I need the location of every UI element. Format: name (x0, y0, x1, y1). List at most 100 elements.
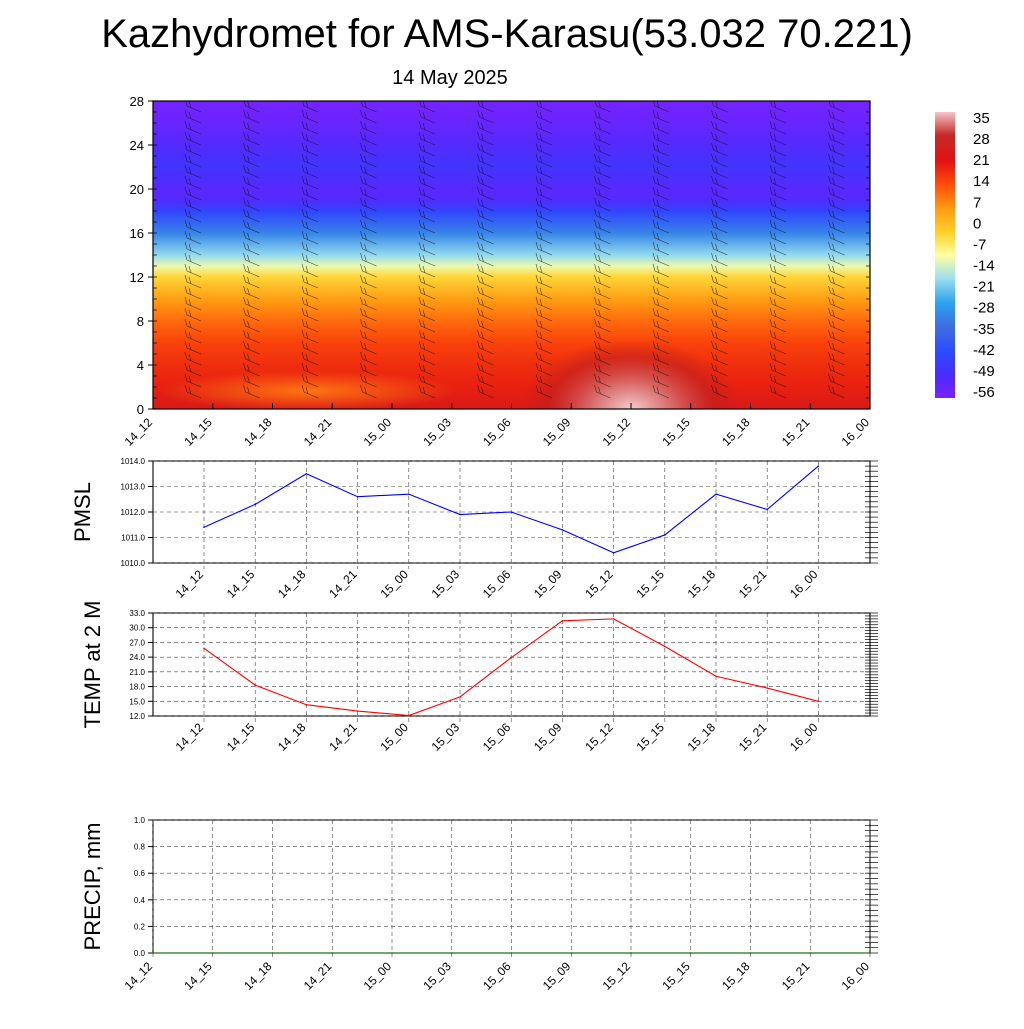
x-tick-label: 15_18 (685, 567, 719, 601)
wind-barb (418, 340, 436, 355)
y-tick-label: 0.6 (134, 869, 146, 878)
wind-barb (535, 120, 553, 135)
wind-barb (594, 362, 611, 377)
wind-barb (652, 362, 670, 377)
colorbar-label: 14 (973, 173, 990, 190)
wind-barb (184, 274, 202, 289)
wind-barb (769, 131, 787, 146)
wind-barb (828, 351, 845, 366)
wind-barb (828, 362, 845, 377)
wind-barb (769, 329, 787, 344)
wind-barb (360, 186, 377, 201)
wind-barb (301, 384, 319, 399)
wind-barb (243, 384, 260, 399)
wind-barb (769, 120, 787, 135)
wind-barb (360, 318, 377, 333)
wind-barb (652, 318, 670, 333)
low-level-orange-band (158, 371, 459, 409)
wind-barb (828, 241, 845, 256)
wind-barb (360, 252, 377, 267)
wind-barb (243, 120, 260, 135)
wind-barb (594, 101, 611, 113)
wind-barb (652, 252, 670, 267)
colorbar-label: -21 (973, 279, 995, 296)
wind-barb (243, 340, 260, 355)
data-point (664, 534, 666, 536)
x-tick-label: 14_18 (275, 567, 309, 601)
wind-barb (828, 263, 845, 278)
wind-barb (184, 263, 202, 278)
x-tick-label: 15_18 (719, 959, 753, 993)
wind-barb (711, 318, 728, 333)
wind-barb (301, 109, 319, 124)
x-tick-label: 15_00 (377, 567, 411, 601)
data-point (305, 472, 308, 475)
wind-barb (477, 307, 494, 322)
wind-barb (769, 384, 787, 399)
wind-barb (243, 351, 260, 366)
x-tick-label: 15_00 (361, 959, 395, 993)
wind-barb (360, 340, 377, 355)
x-tick-label: 14_15 (224, 567, 258, 601)
wind-barb (535, 186, 553, 201)
data-point (356, 710, 359, 712)
wind-barb (477, 252, 494, 267)
y-tick-label: 1014.0 (121, 457, 146, 466)
wind-barb (301, 230, 319, 245)
data-point (459, 696, 461, 698)
wind-barb (477, 230, 494, 245)
wind-barb (828, 307, 845, 322)
wind-barb (360, 208, 377, 223)
wind-barb (535, 296, 553, 311)
wind-barb (609, 101, 611, 102)
wind-barb (418, 263, 436, 278)
wind-barb (652, 384, 670, 399)
wind-barb (301, 186, 319, 201)
wind-barb (828, 208, 845, 223)
wind-barb (711, 296, 728, 311)
wind-barb (360, 329, 377, 344)
y-axis-label: PRECIP, mm (80, 823, 105, 951)
wind-barb (594, 164, 611, 179)
wind-barb (434, 101, 435, 102)
wind-barb (184, 219, 202, 234)
wind-barb (711, 175, 728, 190)
wind-barb (769, 230, 787, 245)
x-tick-label: 15_12 (582, 567, 616, 601)
x-tick-label: 14_12 (122, 959, 156, 993)
wind-barb (594, 263, 611, 278)
wind-barb (243, 241, 260, 256)
x-tick-label: 14_18 (241, 415, 275, 449)
wind-barb (769, 307, 787, 322)
x-tick-label: 15_15 (633, 567, 667, 601)
wind-barb (360, 384, 377, 399)
wind-barb (594, 241, 611, 256)
wind-barb (535, 131, 553, 146)
x-tick-label: 16_00 (787, 720, 821, 754)
wind-barb (711, 285, 728, 300)
x-tick-label: 14_21 (301, 415, 335, 449)
wind-barb (535, 329, 553, 344)
wind-barb (301, 197, 319, 212)
wind-barb (828, 197, 845, 212)
wind-barb (360, 120, 377, 135)
data-point (450, 952, 453, 954)
colorbar-gradient (935, 112, 955, 398)
data-point (561, 620, 564, 622)
wind-barb (301, 318, 319, 333)
y-tick-label: 30.0 (129, 624, 145, 633)
colorbar-label: 35 (973, 110, 990, 127)
wind-barb (360, 296, 377, 311)
wind-barb (360, 142, 377, 157)
colorbar-label: 21 (973, 152, 990, 169)
wind-barb (828, 219, 845, 234)
wind-barb (828, 373, 845, 388)
wind-barb (243, 101, 260, 113)
wind-barb (477, 351, 494, 366)
x-tick-label: 14_15 (224, 720, 258, 754)
x-tick-label: 15_12 (582, 720, 616, 754)
wind-barb (652, 263, 670, 278)
wind-barb (301, 153, 319, 168)
wind-barb (258, 101, 260, 102)
wind-barb (360, 373, 377, 388)
